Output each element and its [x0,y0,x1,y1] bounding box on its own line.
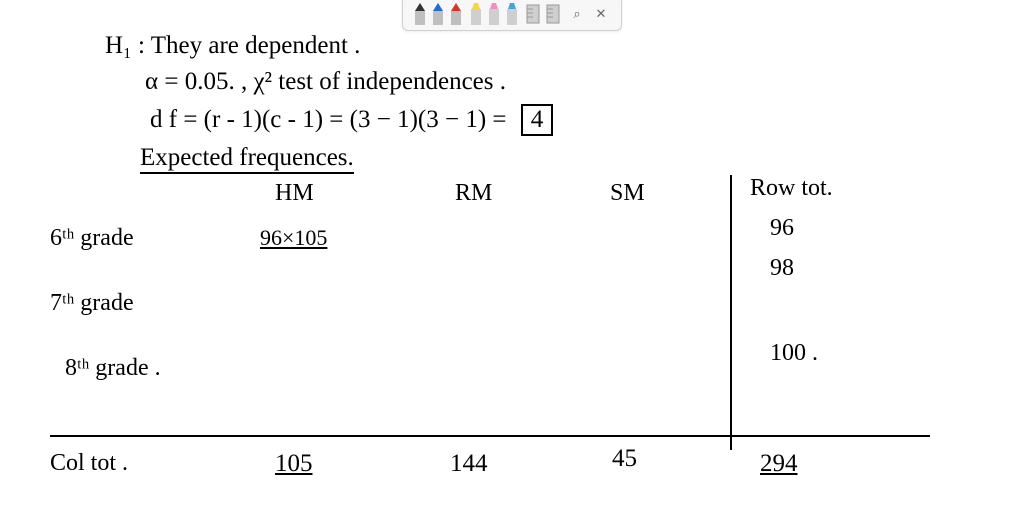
ruler-tool-2[interactable] [545,4,561,24]
ruler-tool[interactable] [525,4,541,24]
coltot-grand: 294 [760,450,798,478]
row2-label: 7ᵗʰ grade [50,290,134,317]
coltot-c1: 105 [275,450,313,478]
coltot-c2: 144 [450,450,488,478]
highlighter-blue[interactable] [505,3,519,25]
pen-red[interactable] [449,3,463,25]
col-header-hm: HM [275,180,314,207]
search-icon[interactable]: ⌕ [567,4,587,24]
annotation-toolbar: ⌕ ✕ [402,0,622,31]
hypothesis-h1: H₁ : They are dependent . [105,32,360,60]
table-vline [730,175,732,450]
pen-black[interactable] [413,3,427,25]
df-line: d f = (r - 1)(c - 1) = (3 − 1)(3 − 1) = … [150,104,553,136]
ruler-group [525,4,561,24]
highlighter-pink[interactable] [487,3,501,25]
row1-c1: 96×105 [260,225,327,251]
col-header-rowtot: Row tot. [750,175,833,202]
row1-label: 6ᵗʰ grade [50,225,134,252]
row2-total: 98 [770,255,794,282]
pen-blue[interactable] [431,3,445,25]
expected-freq-text: Expected frequences. [140,144,354,174]
col-header-sm: SM [610,180,645,207]
alpha-line: α = 0.05. , χ² test of independences . [145,68,506,96]
row3-total: 100 . [770,340,818,367]
highlighter-yellow[interactable] [469,3,483,25]
df-expression: d f = (r - 1)(c - 1) = (3 − 1)(3 − 1) = [150,106,507,133]
col-header-rm: RM [455,180,492,207]
control-group: ⌕ ✕ [567,4,611,24]
row1-total: 96 [770,215,794,242]
row3-label: 8ᵗʰ grade . [65,355,161,382]
table-hline [50,435,930,437]
df-result-box: 4 [521,104,554,136]
coltot-label: Col tot . [50,450,128,477]
highlighter-group [469,3,519,25]
coltot-c3: 45 [612,445,637,473]
expected-frequencies-table: HM RM SM Row tot. 6ᵗʰ grade 96×105 96 7ᵗ… [50,220,950,500]
expected-freq-label: Expected frequences. [140,144,354,172]
close-icon[interactable]: ✕ [591,4,611,24]
pen-group [413,3,463,25]
